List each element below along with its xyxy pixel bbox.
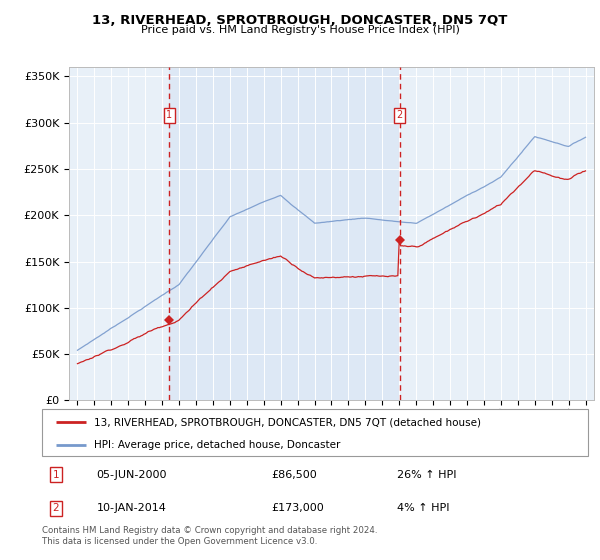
Text: Contains HM Land Registry data © Crown copyright and database right 2024.
This d: Contains HM Land Registry data © Crown c… bbox=[42, 526, 377, 546]
Text: 2: 2 bbox=[52, 503, 59, 513]
Text: 1: 1 bbox=[52, 470, 59, 480]
Text: 2: 2 bbox=[397, 110, 403, 120]
Text: Price paid vs. HM Land Registry's House Price Index (HPI): Price paid vs. HM Land Registry's House … bbox=[140, 25, 460, 35]
Text: HPI: Average price, detached house, Doncaster: HPI: Average price, detached house, Donc… bbox=[94, 440, 340, 450]
Text: 1: 1 bbox=[166, 110, 172, 120]
Text: 26% ↑ HPI: 26% ↑ HPI bbox=[397, 470, 457, 480]
Text: £86,500: £86,500 bbox=[271, 470, 317, 480]
Text: 05-JUN-2000: 05-JUN-2000 bbox=[97, 470, 167, 480]
Text: 13, RIVERHEAD, SPROTBROUGH, DONCASTER, DN5 7QT (detached house): 13, RIVERHEAD, SPROTBROUGH, DONCASTER, D… bbox=[94, 417, 481, 427]
Text: £173,000: £173,000 bbox=[271, 503, 324, 513]
Text: 10-JAN-2014: 10-JAN-2014 bbox=[97, 503, 166, 513]
Text: 4% ↑ HPI: 4% ↑ HPI bbox=[397, 503, 449, 513]
Text: 13, RIVERHEAD, SPROTBROUGH, DONCASTER, DN5 7QT: 13, RIVERHEAD, SPROTBROUGH, DONCASTER, D… bbox=[92, 14, 508, 27]
Bar bbox=[169, 67, 400, 400]
